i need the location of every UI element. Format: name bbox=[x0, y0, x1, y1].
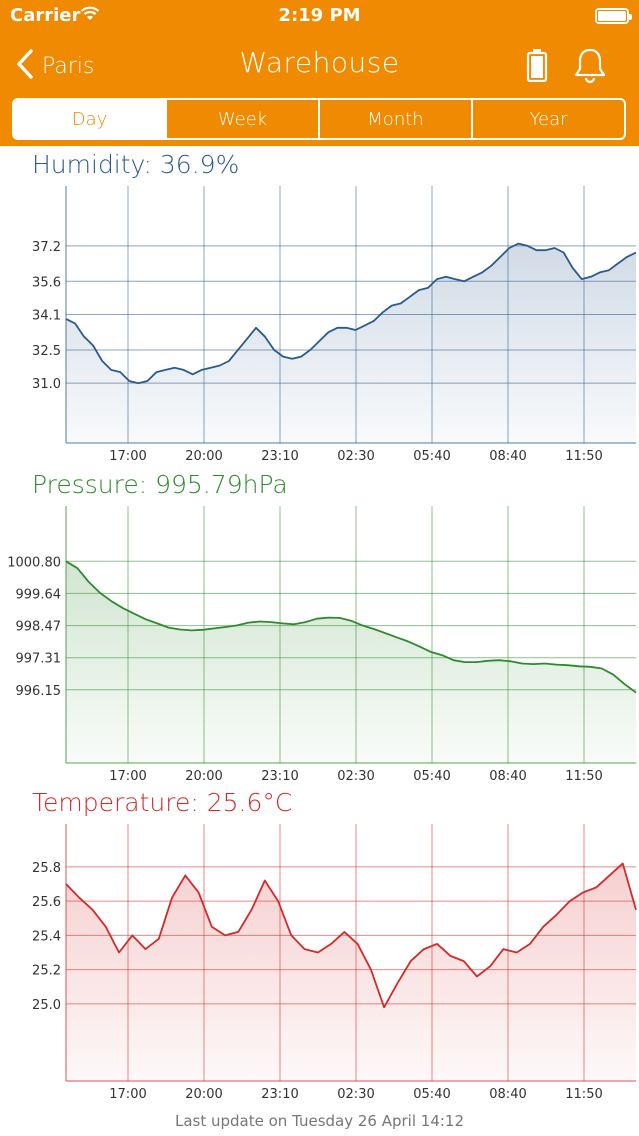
x-tick-label: 17:00 bbox=[109, 1087, 146, 1102]
x-tick-label: 11:50 bbox=[565, 1087, 602, 1102]
x-tick-label: 17:00 bbox=[109, 449, 146, 464]
temperature-title: Temperature: 25.6°C bbox=[32, 788, 293, 817]
back-button[interactable]: Paris bbox=[16, 46, 94, 86]
segment-week[interactable]: Week bbox=[165, 100, 318, 138]
y-tick-label: 25.4 bbox=[32, 929, 61, 944]
series-area bbox=[66, 863, 636, 1081]
wifi-icon bbox=[80, 6, 100, 26]
x-tick-label: 08:40 bbox=[489, 1087, 526, 1102]
y-tick-label: 35.6 bbox=[32, 275, 61, 290]
x-tick-label: 08:40 bbox=[489, 769, 526, 784]
x-tick-label: 23:10 bbox=[261, 769, 298, 784]
x-tick-label: 23:10 bbox=[261, 449, 298, 464]
x-tick-label: 20:00 bbox=[185, 1087, 222, 1102]
y-tick-label: 31.0 bbox=[32, 377, 61, 392]
x-tick-label: 05:40 bbox=[413, 769, 450, 784]
humidity-chart: 37.2 35.6 34.1 32.5 31.0 17:00 20:00 23:10 02:30… bbox=[32, 186, 637, 464]
carrier-label: Carrier bbox=[10, 5, 81, 26]
battery-icon[interactable] bbox=[526, 48, 548, 86]
pressure-chart: 1000.80 999.64 998.47 997.31 996.15 17:00 20:0… bbox=[7, 506, 637, 784]
series-line bbox=[65, 560, 637, 694]
series-area bbox=[66, 561, 636, 763]
x-tick-label: 11:50 bbox=[565, 769, 602, 784]
x-tick-label: 05:40 bbox=[413, 1087, 450, 1102]
temperature-chart: 25.8 25.6 25.4 25.2 25.0 17:00 20:00 23:10 02:30… bbox=[32, 824, 637, 1102]
segment-day[interactable]: Day bbox=[14, 100, 165, 138]
x-tick-label: 11:50 bbox=[565, 449, 602, 464]
status-time: 2:19 PM bbox=[278, 5, 361, 26]
series-area bbox=[66, 243, 636, 443]
x-tick-label: 23:10 bbox=[261, 1087, 298, 1102]
x-tick-label: 17:00 bbox=[109, 769, 146, 784]
y-tick-label: 999.64 bbox=[16, 587, 62, 602]
back-label: Paris bbox=[42, 53, 95, 79]
y-tick-label: 997.31 bbox=[16, 652, 62, 667]
segment-month[interactable]: Month bbox=[318, 100, 471, 138]
y-tick-label: 25.2 bbox=[32, 964, 61, 979]
x-tick-label: 08:40 bbox=[489, 449, 526, 464]
status-bar: Carrier 2:19 PM bbox=[0, 0, 639, 36]
y-tick-label: 34.1 bbox=[32, 309, 61, 324]
last-update-label: Last update on Tuesday 26 April 14:12 bbox=[174, 1112, 464, 1130]
x-tick-label: 05:40 bbox=[413, 449, 450, 464]
y-tick-label: 996.15 bbox=[16, 684, 62, 699]
bell-icon[interactable] bbox=[572, 46, 608, 90]
pressure-title: Pressure: 995.79hPa bbox=[32, 470, 288, 499]
y-tick-label: 25.6 bbox=[32, 895, 61, 910]
x-tick-label: 20:00 bbox=[185, 769, 222, 784]
chevron-left-icon bbox=[16, 49, 34, 83]
segment-year[interactable]: Year bbox=[471, 100, 624, 138]
status-battery-icon bbox=[595, 8, 632, 24]
page-title: Warehouse bbox=[239, 46, 400, 79]
series-line bbox=[65, 862, 637, 1009]
y-tick-label: 1000.80 bbox=[7, 555, 61, 570]
x-tick-label: 02:30 bbox=[337, 769, 374, 784]
humidity-title: Humidity: 36.9% bbox=[32, 150, 240, 179]
y-tick-label: 998.47 bbox=[16, 620, 62, 635]
x-tick-label: 20:00 bbox=[185, 449, 222, 464]
series-line bbox=[65, 242, 637, 385]
period-segmented-control: Day Week Month Year bbox=[12, 98, 626, 140]
x-tick-label: 02:30 bbox=[337, 449, 374, 464]
y-tick-label: 25.0 bbox=[32, 998, 61, 1013]
app-header: Carrier 2:19 PM Paris Warehouse bbox=[0, 0, 639, 146]
y-tick-label: 25.8 bbox=[32, 861, 61, 876]
y-tick-label: 32.5 bbox=[32, 344, 61, 359]
x-tick-label: 02:30 bbox=[337, 1087, 374, 1102]
y-tick-label: 37.2 bbox=[32, 240, 61, 255]
